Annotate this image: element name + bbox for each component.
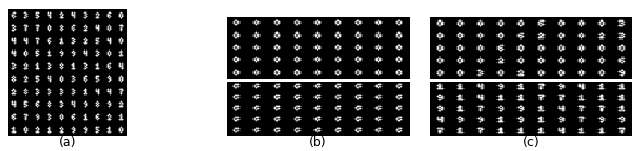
Text: (c): (c): [523, 137, 540, 149]
Text: (b): (b): [309, 137, 327, 149]
Text: (a): (a): [58, 137, 76, 149]
